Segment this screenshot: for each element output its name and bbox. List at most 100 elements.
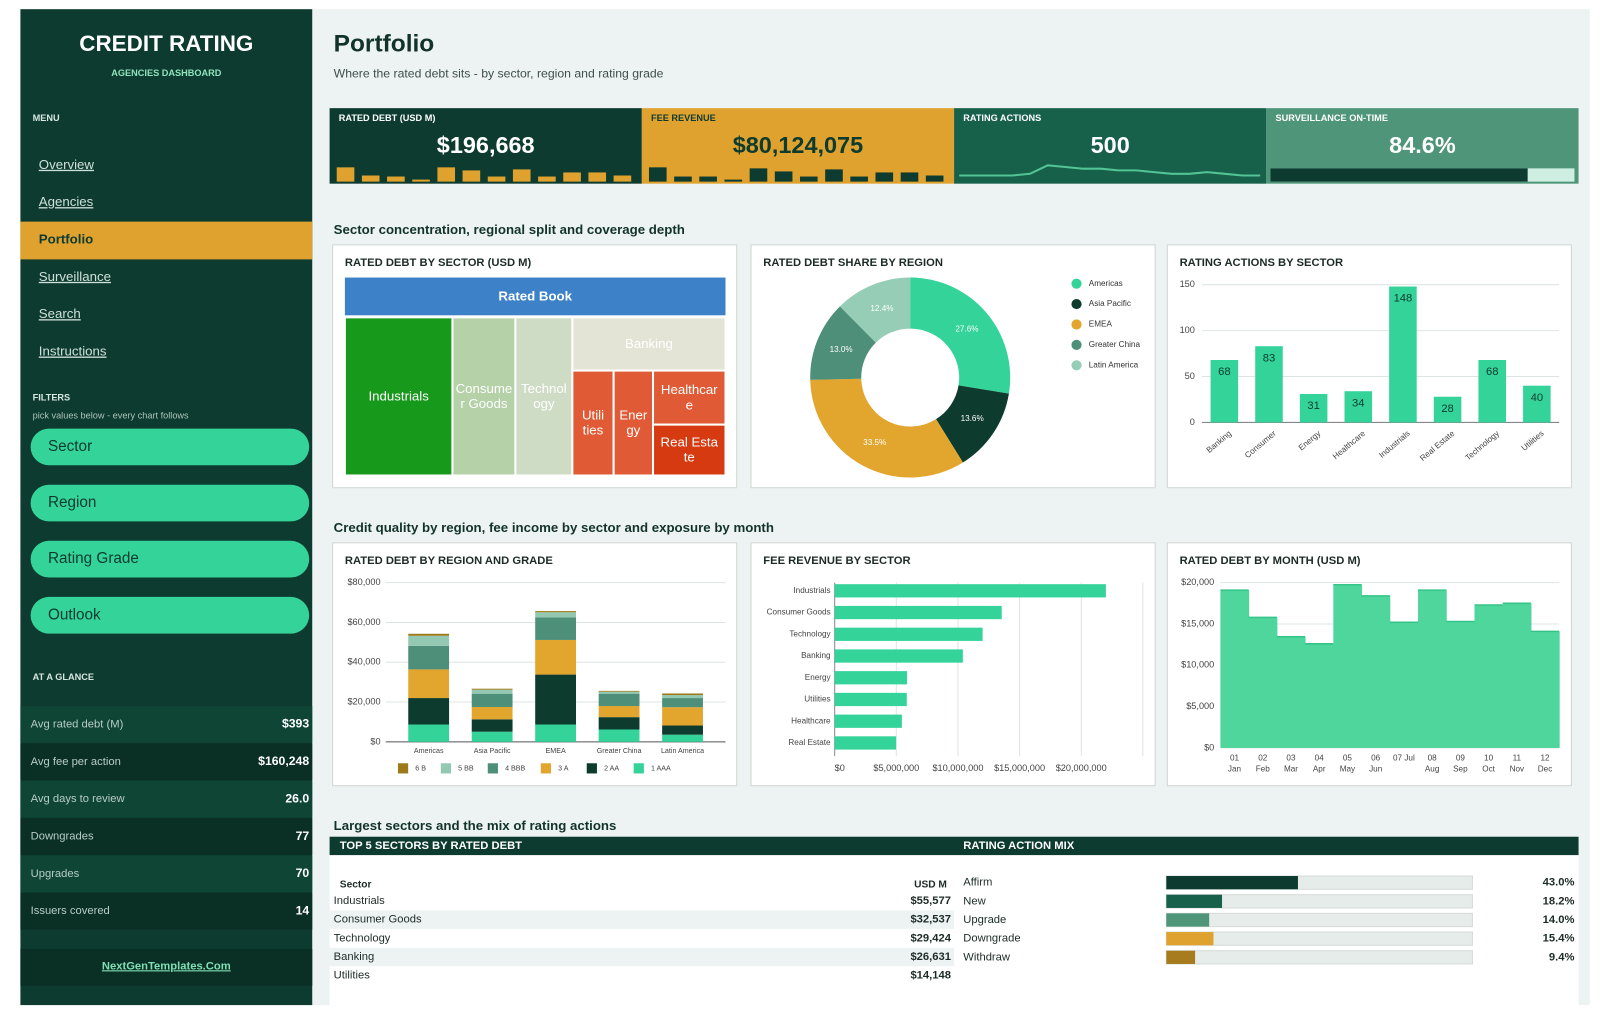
- bar-value-label: 68: [1486, 366, 1498, 378]
- glance-label: Avg rated debt (M): [31, 718, 124, 730]
- donut-value-label: 13.0%: [830, 345, 853, 354]
- footer-link[interactable]: NextGenTemplates.Com: [102, 960, 231, 972]
- kpi-card: [641, 108, 955, 184]
- menu-item[interactable]: Surveillance: [39, 269, 111, 284]
- filter-pill[interactable]: [30, 540, 310, 578]
- stacked-bar-segment: [535, 674, 577, 725]
- glance-value: $160,248: [258, 754, 309, 768]
- stacked-bar-segment: [662, 695, 703, 699]
- mix-label: Downgrade: [963, 933, 1020, 945]
- treemap-label: Industrials: [368, 388, 429, 403]
- stacked-bar-segment: [598, 691, 640, 694]
- area-step: [1502, 603, 1532, 748]
- y-tick-label: $40,000: [347, 657, 380, 667]
- kpi-spark-bar: [588, 172, 607, 182]
- mix-value: 14.0%: [1543, 914, 1575, 926]
- y-tick-label: $0: [370, 736, 380, 746]
- menu-item[interactable]: Portfolio: [39, 231, 93, 246]
- glance-row: [20, 780, 313, 818]
- treemap-label: Banking: [625, 335, 673, 350]
- kpi-spark-bar: [799, 176, 818, 182]
- section-heading: Credit quality by region, fee income by …: [334, 520, 774, 535]
- bar: [834, 736, 897, 750]
- table-row-band: [329, 910, 955, 929]
- mix-label: New: [963, 895, 986, 907]
- stacked-bar-segment: [471, 688, 513, 690]
- bar: [834, 649, 963, 663]
- area-step: [1446, 621, 1475, 748]
- footer-band: [20, 948, 313, 986]
- x-tick-label: $10,000,000: [932, 763, 983, 773]
- filter-pill[interactable]: [30, 596, 310, 634]
- stacked-bar-segment: [598, 690, 640, 692]
- kpi-spark-bar: [336, 167, 355, 182]
- filter-pill[interactable]: [30, 428, 310, 466]
- stacked-bar-segment: [408, 698, 450, 725]
- legend-swatch: [440, 763, 452, 774]
- donut-slice: [810, 306, 876, 380]
- table-cell: Industrials: [334, 895, 386, 907]
- treemap-label: Technol ogy: [521, 380, 567, 410]
- legend-swatch: [1071, 360, 1082, 371]
- y-tick-label: $20,000: [347, 696, 380, 706]
- treemap-node: [343, 316, 454, 477]
- x-tick-label: 09: [1456, 753, 1466, 762]
- filter-label[interactable]: Outlook: [48, 606, 101, 623]
- menu-item[interactable]: Instructions: [39, 344, 107, 359]
- y-tick-label: 100: [1180, 325, 1195, 335]
- chart-title: RATED DEBT BY REGION AND GRADE: [345, 555, 553, 567]
- donut-slice: [810, 378, 963, 478]
- kpi-spark-bar: [412, 179, 430, 182]
- mix-track: [1165, 912, 1473, 928]
- treemap-header: [344, 277, 726, 316]
- bar-value-label: 34: [1352, 397, 1364, 409]
- table-cell: Utilities: [334, 970, 371, 982]
- kpi-spark-bar: [724, 179, 743, 182]
- kpi-spark-bar: [387, 176, 405, 182]
- menu-item[interactable]: Search: [39, 306, 81, 321]
- x-tick-label: 03: [1286, 753, 1296, 762]
- kpi-spark-bar: [674, 176, 692, 182]
- mix-track: [1165, 950, 1473, 965]
- area-step: [1530, 631, 1560, 748]
- x-tick-label: 11: [1513, 753, 1522, 762]
- bar: [1210, 359, 1239, 423]
- x-tick-label: Asia Pacific: [474, 747, 511, 755]
- glance-row: [20, 855, 313, 893]
- glance-value: 26.0: [285, 791, 309, 805]
- y-tick-label: Consumer Goods: [767, 608, 831, 617]
- legend-swatch: [1071, 339, 1082, 350]
- stacked-bar-segment: [598, 693, 640, 707]
- x-tick-label: 07 Jul: [1393, 753, 1415, 762]
- chart-title: FEE REVENUE BY SECTOR: [763, 555, 910, 567]
- glance-row: [20, 743, 313, 781]
- filter-label[interactable]: Sector: [48, 438, 92, 455]
- bar-value-label: 68: [1218, 366, 1230, 378]
- kpi-spark-bar: [648, 167, 667, 182]
- y-tick-label: $20,000: [1181, 577, 1214, 587]
- glance-value: 14: [296, 903, 310, 917]
- kpi-spark-bar: [749, 168, 768, 182]
- stacked-bar-segment: [535, 611, 577, 613]
- bar: [1523, 385, 1551, 423]
- filter-label[interactable]: Rating Grade: [48, 550, 139, 567]
- bar-value-label: 40: [1531, 392, 1543, 404]
- filter-label[interactable]: Region: [48, 494, 96, 511]
- chart-card: [332, 542, 738, 787]
- legend-swatch: [540, 763, 552, 774]
- filter-pill[interactable]: [30, 484, 310, 522]
- page-subtitle: Where the rated debt sits - by sector, r…: [334, 67, 664, 81]
- menu-item[interactable]: Agencies: [39, 194, 94, 209]
- menu-item[interactable]: Overview: [39, 157, 95, 172]
- bar: [834, 627, 983, 641]
- treemap-label: Consume r Goods: [456, 380, 513, 410]
- donut-value-label: 13.6%: [961, 414, 984, 423]
- kpi-label: RATING ACTIONS: [963, 113, 1041, 123]
- section-heading: Sector concentration, regional split and…: [334, 222, 685, 237]
- y-tick-label: Technology: [789, 629, 831, 638]
- chart-title: RATED DEBT SHARE BY REGION: [763, 257, 943, 269]
- x-tick-sublabel: Aug: [1425, 765, 1440, 774]
- treemap-node: [571, 369, 615, 477]
